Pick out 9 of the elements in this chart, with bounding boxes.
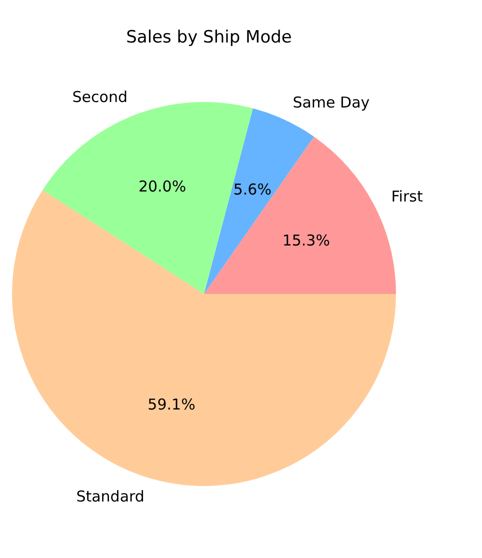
slice-label: Same Day [292, 93, 370, 112]
data-label: 59.1% [148, 396, 196, 414]
slice-label: First [391, 187, 423, 206]
chart-title: Sales by Ship Mode [126, 28, 292, 48]
data-label: 20.0% [138, 178, 186, 196]
slice-label: Second [72, 88, 128, 106]
slice-label: Standard [76, 488, 144, 506]
data-label: 5.6% [233, 180, 272, 198]
data-label: 15.3% [282, 232, 330, 250]
